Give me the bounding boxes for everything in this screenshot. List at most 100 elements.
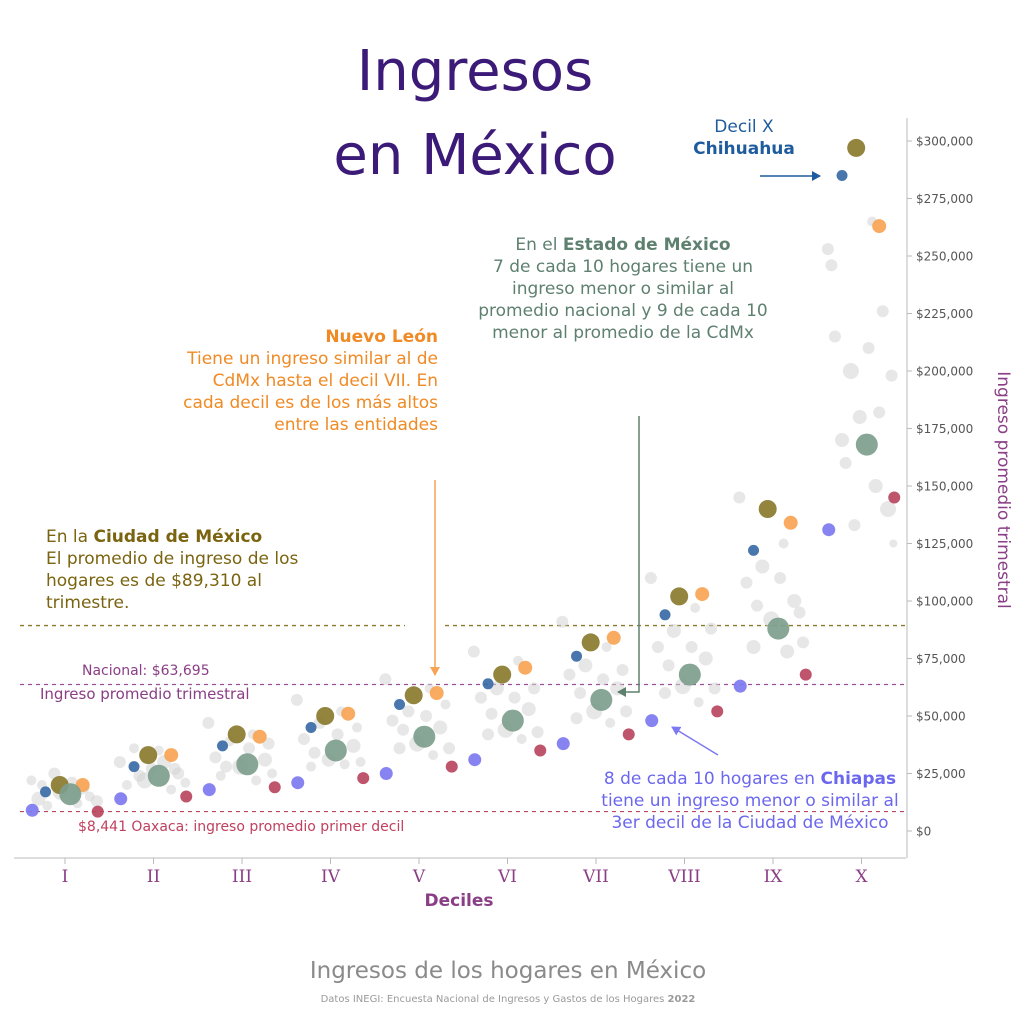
data-point-chihuahua xyxy=(571,650,583,662)
data-point-estado-de-mexico xyxy=(59,783,82,806)
data-point-chiapas xyxy=(379,767,393,780)
data-point-other xyxy=(129,743,140,754)
edomex-arrow xyxy=(617,416,640,697)
annotation-edomex-prefix: En el xyxy=(515,235,563,255)
y-tick-label: $225,000 xyxy=(916,307,973,321)
data-point-other xyxy=(393,742,406,755)
data-point-other xyxy=(482,728,495,741)
data-point-chiapas xyxy=(645,714,659,728)
data-point-oaxaca xyxy=(91,805,104,818)
data-point-other xyxy=(531,726,544,739)
title-line-1: Ingresos xyxy=(356,39,594,104)
data-point-other xyxy=(485,707,498,720)
data-point-other xyxy=(821,243,834,256)
annotation-chihuahua: Decil X Chihuahua xyxy=(680,116,808,160)
data-point-other xyxy=(755,559,770,574)
y-tick-label: $200,000 xyxy=(916,365,973,379)
data-point-other xyxy=(168,762,181,775)
data-point-other xyxy=(521,702,536,717)
data-point-other xyxy=(733,491,746,504)
data-point-other xyxy=(705,622,718,635)
data-point-other xyxy=(402,705,415,718)
data-point-ciudad-de-mexico xyxy=(670,587,689,606)
data-point-other xyxy=(780,644,795,659)
data-point-other xyxy=(215,770,226,781)
data-point-other xyxy=(570,712,583,725)
data-point-nuevo-leon xyxy=(252,729,267,744)
data-point-other xyxy=(251,775,262,786)
data-point-nuevo-leon xyxy=(164,748,179,763)
annotation-cdmx: En la Ciudad de México El promedio de in… xyxy=(46,526,346,614)
data-point-other xyxy=(440,699,451,710)
x-tick-label: II xyxy=(147,867,160,887)
data-point-other xyxy=(659,687,672,699)
data-point-oaxaca xyxy=(888,491,901,504)
data-point-other xyxy=(113,756,126,768)
data-point-other xyxy=(616,664,629,676)
data-point-other xyxy=(180,777,191,788)
data-point-estado-de-mexico xyxy=(590,688,613,711)
annotation-chih-decil: Decil X xyxy=(714,117,774,137)
annotation-edomex-state: Estado de México xyxy=(562,235,731,255)
annotation-edomex: En el Estado de México 7 de cada 10 hoga… xyxy=(478,234,768,344)
data-point-other xyxy=(508,691,521,704)
data-point-oaxaca xyxy=(711,705,724,718)
y-tick-label: $75,000 xyxy=(916,652,966,666)
data-point-chiapas xyxy=(822,523,836,537)
data-point-estado-de-mexico xyxy=(147,764,170,787)
data-point-other xyxy=(267,768,278,779)
data-point-chihuahua xyxy=(217,740,229,752)
data-point-ciudad-de-mexico xyxy=(493,665,512,684)
data-point-other xyxy=(862,342,875,354)
data-point-ciudad-de-mexico xyxy=(581,633,600,652)
x-axis-label: Deciles xyxy=(424,891,493,911)
y-tick-label: $150,000 xyxy=(916,480,973,494)
data-point-other xyxy=(209,751,222,764)
data-point-other xyxy=(880,501,897,517)
data-point-other xyxy=(848,519,861,532)
axes: I II III IV V VI VII VIII IX X$0$25,000$50,000$75… xyxy=(14,118,973,887)
data-point-chiapas xyxy=(202,783,216,797)
annotation-cdmx-text: El promedio de ingreso de los hogares es… xyxy=(46,549,299,613)
data-point-nuevo-leon xyxy=(783,515,798,530)
data-point-other xyxy=(610,681,625,696)
data-point-estado-de-mexico xyxy=(855,433,878,456)
data-point-other xyxy=(605,717,616,728)
y-tick-label: $300,000 xyxy=(916,135,973,149)
annotation-cdmx-prefix: En la xyxy=(46,527,94,547)
data-point-chiapas xyxy=(25,803,39,817)
data-point-oaxaca xyxy=(357,772,370,785)
data-point-estado-de-mexico xyxy=(678,663,701,686)
data-point-oaxaca xyxy=(445,760,458,773)
data-point-other xyxy=(620,705,633,718)
data-point-other xyxy=(563,668,576,681)
x-tick-label: VII xyxy=(582,867,609,887)
data-point-other xyxy=(852,410,867,424)
data-point-oaxaca xyxy=(534,744,547,757)
data-point-other xyxy=(474,691,487,704)
data-point-ciudad-de-mexico xyxy=(227,725,246,744)
y-tick-label: $250,000 xyxy=(916,250,973,264)
data-point-oaxaca xyxy=(268,781,281,794)
data-point-other xyxy=(740,576,753,589)
data-point-ciudad-de-mexico xyxy=(404,686,423,705)
data-point-estado-de-mexico xyxy=(501,709,524,732)
data-point-other xyxy=(90,795,103,808)
annotation-edomex-text: 7 de cada 10 hogares tiene un ingreso me… xyxy=(478,257,768,343)
annotation-chih-state: Chihuahua xyxy=(693,139,795,159)
title-line-2: en México xyxy=(333,123,617,188)
data-point-other xyxy=(443,742,456,755)
annotation-chiapas-prefix: 8 de cada 10 hogares en xyxy=(603,769,821,789)
data-point-other xyxy=(662,659,675,672)
data-point-other xyxy=(828,330,841,343)
data-point-other xyxy=(258,752,273,767)
nacional-label: Nacional: $63,695 xyxy=(82,663,210,679)
annotation-chiapas-state: Chiapas xyxy=(820,769,897,789)
data-point-other xyxy=(386,714,399,727)
data-point-other xyxy=(346,738,361,753)
data-point-chihuahua xyxy=(482,678,494,690)
data-point-estado-de-mexico xyxy=(767,617,790,640)
data-point-ciudad-de-mexico xyxy=(139,746,158,765)
data-point-other xyxy=(885,369,898,382)
data-point-chihuahua xyxy=(659,609,671,621)
